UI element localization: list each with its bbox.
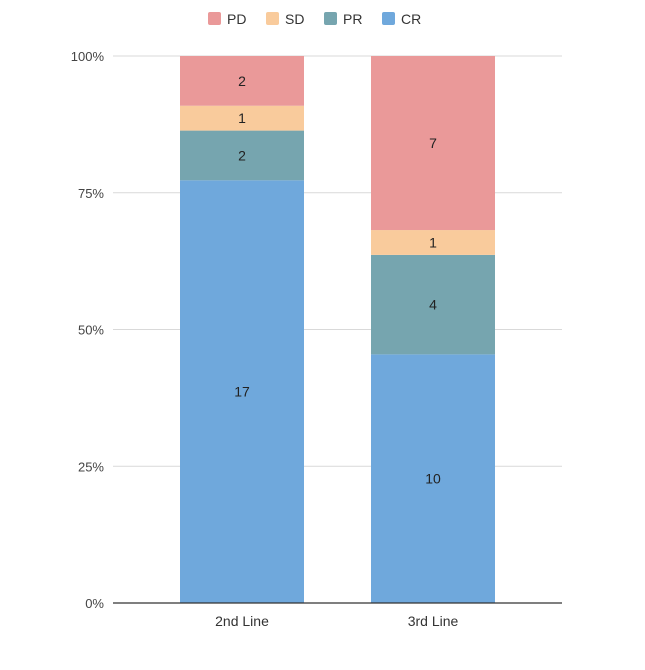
bar-segment-2nd-line-cr	[180, 180, 304, 603]
x-tick-label-3rd-line: 3rd Line	[408, 613, 459, 629]
bar-segment-2nd-line-pr	[180, 130, 304, 181]
x-tick-label-2nd-line: 2nd Line	[215, 613, 269, 629]
y-tick-label-0: 0%	[85, 596, 104, 611]
data-label-3rd-line-sd: 1	[429, 234, 437, 250]
bar-segment-2nd-line-pd	[180, 56, 304, 106]
bar-segment-3rd-line-cr	[371, 354, 495, 603]
data-label-2nd-line-cr: 17	[234, 384, 250, 400]
legend-swatch-pd	[208, 12, 221, 25]
data-label-3rd-line-pd: 7	[429, 135, 437, 151]
legend: PD SD PR CR	[208, 11, 421, 27]
y-tick-label-50: 50%	[78, 323, 104, 338]
y-tick-label-75: 75%	[78, 186, 104, 201]
legend-swatch-pr	[324, 12, 337, 25]
data-label-2nd-line-sd: 1	[238, 110, 246, 126]
bar-segment-3rd-line-sd	[371, 230, 495, 255]
data-label-2nd-line-pd: 2	[238, 73, 246, 89]
legend-swatch-cr	[382, 12, 395, 25]
legend-label-pr: PR	[343, 11, 362, 27]
data-label-2nd-line-pr: 2	[238, 147, 246, 163]
y-tick-label-25: 25%	[78, 459, 104, 474]
legend-label-cr: CR	[401, 11, 421, 27]
y-tick-label-100: 100%	[71, 49, 105, 64]
legend-label-sd: SD	[285, 11, 304, 27]
data-label-3rd-line-pr: 4	[429, 297, 437, 313]
bar-segment-3rd-line-pd	[371, 56, 495, 231]
legend-swatch-sd	[266, 12, 279, 25]
axes: 0% 25% 50% 75% 100% 2nd Line 3rd Line	[71, 49, 562, 629]
bar-segment-3rd-line-pr	[371, 254, 495, 355]
legend-label-pd: PD	[227, 11, 246, 27]
data-label-3rd-line-cr: 10	[425, 471, 441, 487]
bar-segment-2nd-line-sd	[180, 105, 304, 131]
